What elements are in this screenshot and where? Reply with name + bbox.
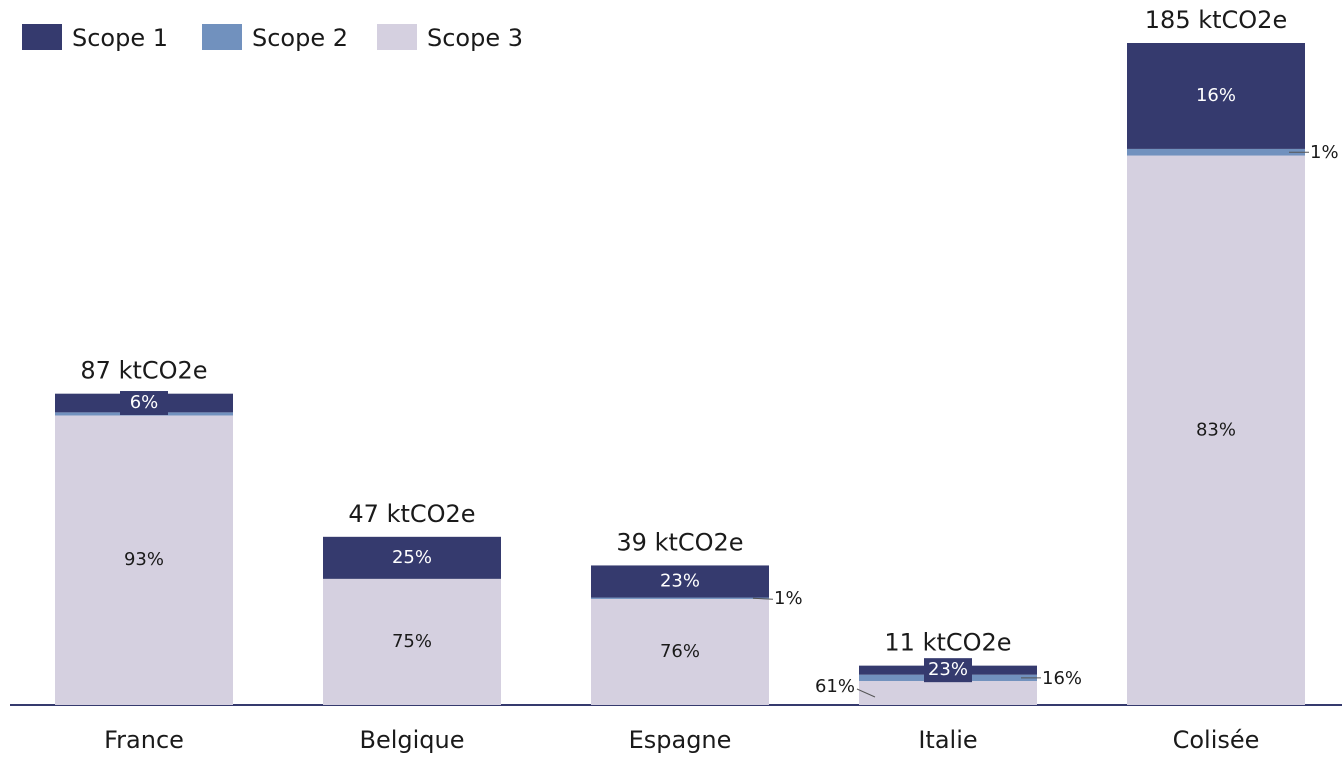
value-label: 25%	[392, 547, 432, 568]
value-label: 23%	[660, 570, 700, 591]
value-label: 1%	[774, 588, 803, 609]
bar-segment	[323, 536, 501, 579]
x-tick-label: Belgique	[359, 726, 464, 754]
legend-swatch	[22, 24, 62, 50]
value-label: 75%	[392, 631, 432, 652]
legend-swatch	[202, 24, 242, 50]
leader-line	[856, 688, 876, 698]
label-bg	[120, 391, 168, 416]
bar-segment	[1127, 155, 1305, 706]
bar-segment	[591, 598, 769, 705]
x-tick-label: Italie	[918, 726, 977, 754]
value-label: 83%	[1196, 419, 1236, 440]
bar-segment	[55, 415, 233, 705]
total-label: 87 ktCO2e	[80, 357, 207, 385]
bar-segment	[859, 680, 1037, 705]
value-label: 61%	[815, 676, 855, 697]
bar-segment	[323, 578, 501, 705]
x-tick-label: France	[104, 726, 184, 754]
bar-segment	[591, 597, 769, 599]
legend-swatch	[377, 24, 417, 50]
bar-segment	[1127, 43, 1305, 149]
bar-segment	[1127, 148, 1305, 156]
x-tick-label: Espagne	[629, 726, 732, 754]
legend-label: Scope 2	[252, 24, 348, 52]
value-label: 1%	[1310, 142, 1339, 163]
total-label: 185 ktCO2e	[1145, 6, 1287, 34]
total-label: 11 ktCO2e	[884, 629, 1011, 657]
value-label: 16%	[1196, 85, 1236, 106]
value-label: 76%	[660, 641, 700, 662]
bar-segment	[591, 565, 769, 598]
x-tick-label: Colisée	[1173, 726, 1260, 754]
value-label: 16%	[1042, 668, 1082, 689]
value-label: 93%	[124, 549, 164, 570]
total-label: 47 ktCO2e	[348, 500, 475, 528]
total-label: 39 ktCO2e	[616, 528, 743, 556]
leader-line	[752, 597, 774, 600]
value-label: 6%	[130, 392, 159, 413]
label-bg	[924, 658, 972, 683]
value-label: 23%	[928, 659, 968, 680]
legend-label: Scope 3	[427, 24, 523, 52]
legend-label: Scope 1	[72, 24, 168, 52]
